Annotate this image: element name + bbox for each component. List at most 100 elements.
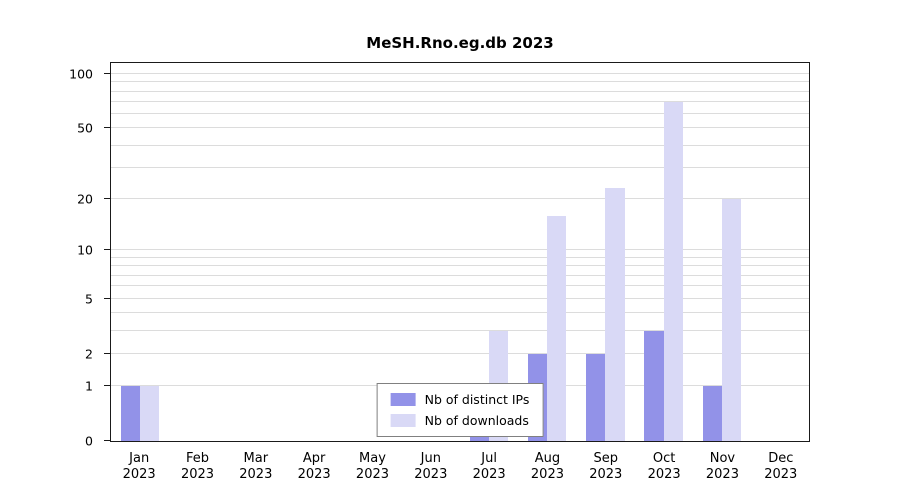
legend: Nb of distinct IPs Nb of downloads — [376, 383, 544, 437]
bar-group-oct — [635, 63, 693, 441]
x-tick-label-nov: Nov 2023 — [693, 451, 751, 483]
bar-group-mar — [227, 63, 285, 441]
x-tick-year: 2023 — [589, 467, 623, 482]
x-tick-year: 2023 — [180, 467, 215, 482]
y-tick-label-20: 20 — [77, 190, 93, 206]
gridline — [111, 285, 809, 286]
bar-group-sep — [576, 63, 634, 441]
x-tick-label-jul: Jul 2023 — [460, 451, 518, 483]
x-tick-month: Jul — [481, 451, 497, 466]
gridline — [111, 198, 809, 199]
x-tick-label-mar: Mar 2023 — [227, 451, 285, 483]
bar-group-dec — [751, 63, 809, 441]
x-tick-year: 2023 — [764, 467, 798, 482]
x-tick-month: Dec — [768, 451, 794, 466]
x-tick-label-oct: Oct 2023 — [635, 451, 693, 483]
x-tick-month: Sep — [593, 451, 619, 466]
y-tick-mark — [104, 440, 110, 441]
x-tick-year: 2023 — [414, 467, 448, 482]
y-tick-mark — [104, 127, 110, 128]
x-tick-year: 2023 — [239, 467, 273, 482]
y-tick-label-50: 50 — [77, 119, 93, 135]
gridlines-layer — [111, 63, 809, 441]
bar-distinct-ips-jan — [120, 386, 141, 441]
x-tick-label-jan: Jan 2023 — [110, 451, 168, 483]
x-tick-month: Feb — [185, 451, 209, 466]
y-tick-label-10: 10 — [77, 241, 93, 257]
y-tick-mark — [104, 73, 110, 74]
bar-distinct-ips-sep — [586, 354, 606, 441]
chart-title: MeSH.Rno.eg.db 2023 — [366, 34, 554, 52]
x-tick-year: 2023 — [355, 467, 390, 482]
legend-swatch-distinct-ips — [390, 393, 416, 406]
y-tick-label-1: 1 — [85, 377, 93, 393]
gridline — [111, 249, 809, 250]
y-tick-mark — [104, 249, 110, 250]
gridline — [111, 353, 809, 354]
x-tick-year: 2023 — [530, 467, 564, 482]
legend-swatch-downloads — [390, 414, 416, 427]
gridline — [111, 312, 809, 313]
y-axis: 0 1 2 5 10 20 50 100 — [0, 63, 110, 446]
bar-downloads-jan — [140, 386, 160, 441]
x-tick-label-dec: Dec 2023 — [752, 451, 810, 483]
legend-label-downloads: Nb of downloads — [424, 413, 529, 428]
x-axis: Jan 2023 Feb 2023 Mar 2023 Apr 2023 May 2023 Jun 20… — [110, 451, 810, 483]
y-tick-mark — [104, 298, 110, 299]
gridline — [111, 145, 809, 146]
gridline — [111, 101, 809, 102]
x-tick-month: Jun — [420, 451, 441, 466]
y-tick-mark — [104, 353, 110, 354]
x-tick-month: Oct — [652, 451, 676, 466]
y-tick-mark — [104, 198, 110, 199]
gridline — [111, 73, 809, 74]
x-tick-month: Mar — [243, 451, 269, 466]
y-tick-label-0: 0 — [85, 432, 93, 448]
x-tick-year: 2023 — [705, 467, 739, 482]
gridline — [111, 91, 809, 92]
bar-downloads-aug — [547, 216, 567, 441]
gridline — [111, 113, 809, 114]
y-tick-label-2: 2 — [85, 345, 93, 361]
x-tick-year: 2023 — [122, 467, 156, 482]
gridline — [111, 265, 809, 266]
legend-item-downloads: Nb of downloads — [390, 413, 530, 428]
x-tick-month: Apr — [302, 451, 326, 466]
gridline — [111, 275, 809, 276]
x-tick-label-sep: Sep 2023 — [577, 451, 635, 483]
gridline — [111, 167, 809, 168]
plot-area: Nb of distinct IPs Nb of downloads — [110, 62, 810, 442]
x-tick-label-may: May 2023 — [343, 451, 401, 483]
bar-downloads-oct — [663, 102, 683, 441]
x-tick-label-apr: Apr 2023 — [285, 451, 343, 483]
x-tick-month: May — [359, 451, 386, 466]
bar-group-apr — [286, 63, 344, 441]
x-tick-label-feb: Feb 2023 — [168, 451, 226, 483]
bar-distinct-ips-nov — [702, 386, 722, 441]
bar-group-nov — [693, 63, 751, 441]
x-tick-label-jun: Jun 2023 — [402, 451, 460, 483]
gridline — [111, 330, 809, 331]
x-tick-month: Aug — [534, 451, 561, 466]
gridline — [111, 298, 809, 299]
x-tick-year: 2023 — [297, 467, 331, 482]
bar-downloads-sep — [605, 188, 625, 441]
y-tick-label-5: 5 — [85, 290, 93, 306]
x-tick-month: Nov — [709, 451, 736, 466]
x-tick-month: Jan — [129, 451, 150, 466]
gridline — [111, 257, 809, 258]
y-tick-label-100: 100 — [69, 65, 93, 81]
bar-group-feb — [169, 63, 227, 441]
x-tick-year: 2023 — [472, 467, 506, 482]
legend-item-distinct-ips: Nb of distinct IPs — [390, 392, 530, 407]
gridline — [111, 127, 809, 128]
gridline — [111, 81, 809, 82]
bar-group-jan — [111, 63, 169, 441]
x-tick-year: 2023 — [647, 467, 681, 482]
legend-label-distinct-ips: Nb of distinct IPs — [424, 392, 530, 407]
y-tick-mark — [104, 385, 110, 386]
bar-distinct-ips-oct — [644, 331, 664, 441]
x-tick-label-aug: Aug 2023 — [518, 451, 576, 483]
bar-downloads-nov — [721, 199, 741, 441]
